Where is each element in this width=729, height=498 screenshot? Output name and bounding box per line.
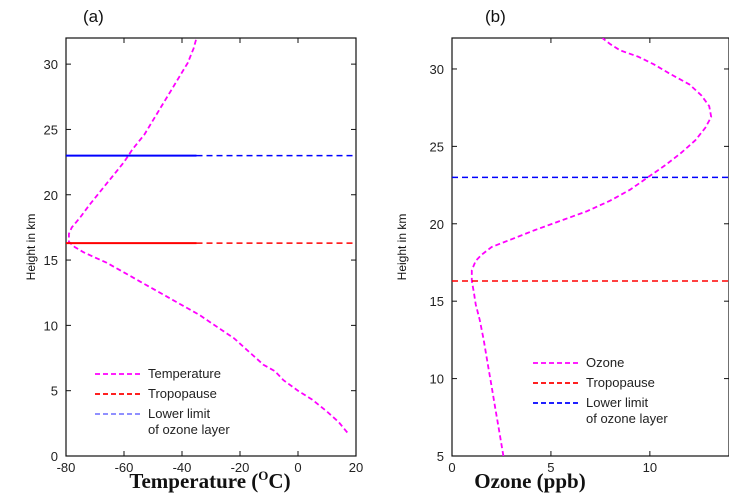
- y-tick-label: 15: [430, 294, 444, 309]
- legend-label: Ozone: [586, 355, 624, 370]
- x-tick-label: -60: [115, 460, 134, 475]
- y-tick-label: 5: [51, 384, 58, 399]
- legend-label: Temperature: [148, 366, 221, 381]
- y-tick-label: 30: [44, 57, 58, 72]
- x-axis-label: Ozone (ppb): [474, 469, 585, 493]
- y-tick-label: 10: [44, 318, 58, 333]
- x-axis-label-main: Temperature (: [129, 469, 258, 493]
- panel-label: (a): [83, 7, 104, 26]
- panel-label: (b): [485, 7, 506, 26]
- legend-label: of ozone layer: [148, 422, 230, 437]
- x-tick-label: -80: [57, 460, 76, 475]
- y-tick-label: 20: [430, 217, 444, 232]
- x-axis-label-tail: C): [268, 469, 290, 493]
- x-tick-label: -20: [231, 460, 250, 475]
- x-tick-label: 10: [643, 460, 657, 475]
- x-tick-label: 0: [294, 460, 301, 475]
- y-tick-label: 15: [44, 253, 58, 268]
- x-axis-label-main: Ozone (ppb): [474, 469, 585, 493]
- panel-a: (a) 0 5 10 15 20 25 30 -80 -60 -40 -20 0 20 Height in …: [24, 7, 363, 493]
- series-line-ozone: [470, 38, 713, 456]
- y-tick-label: 20: [44, 188, 58, 203]
- y-tick-label: 5: [437, 449, 444, 464]
- plot-area: [66, 38, 356, 434]
- x-tick-label: -40: [173, 460, 192, 475]
- y-axis-label: Height in km: [24, 214, 38, 281]
- legend-label: of ozone layer: [586, 411, 668, 426]
- x-axis-label-superscript: O: [258, 468, 268, 483]
- plot-frame: [451, 37, 729, 457]
- x-tick-label: 0: [448, 460, 455, 475]
- plot-area: [452, 38, 729, 456]
- plot-frame: [65, 37, 357, 457]
- y-axis-label: Height in km: [395, 214, 409, 281]
- y-tick-label: 25: [44, 122, 58, 137]
- x-axis-label: Temperature (OC): [129, 468, 290, 493]
- legend-label: Lower limit: [586, 395, 649, 410]
- y-tick-label: 10: [430, 372, 444, 387]
- y-tick-label: 0: [51, 449, 58, 464]
- x-tick-label: 5: [547, 460, 554, 475]
- y-tick-label: 25: [430, 139, 444, 154]
- y-tick-label: 30: [430, 62, 444, 77]
- x-tick-label: 20: [349, 460, 363, 475]
- series-line-temperature: [68, 38, 348, 434]
- legend-label: Tropopause: [148, 386, 217, 401]
- legend-label: Lower limit: [148, 406, 211, 421]
- legend-label: Tropopause: [586, 375, 655, 390]
